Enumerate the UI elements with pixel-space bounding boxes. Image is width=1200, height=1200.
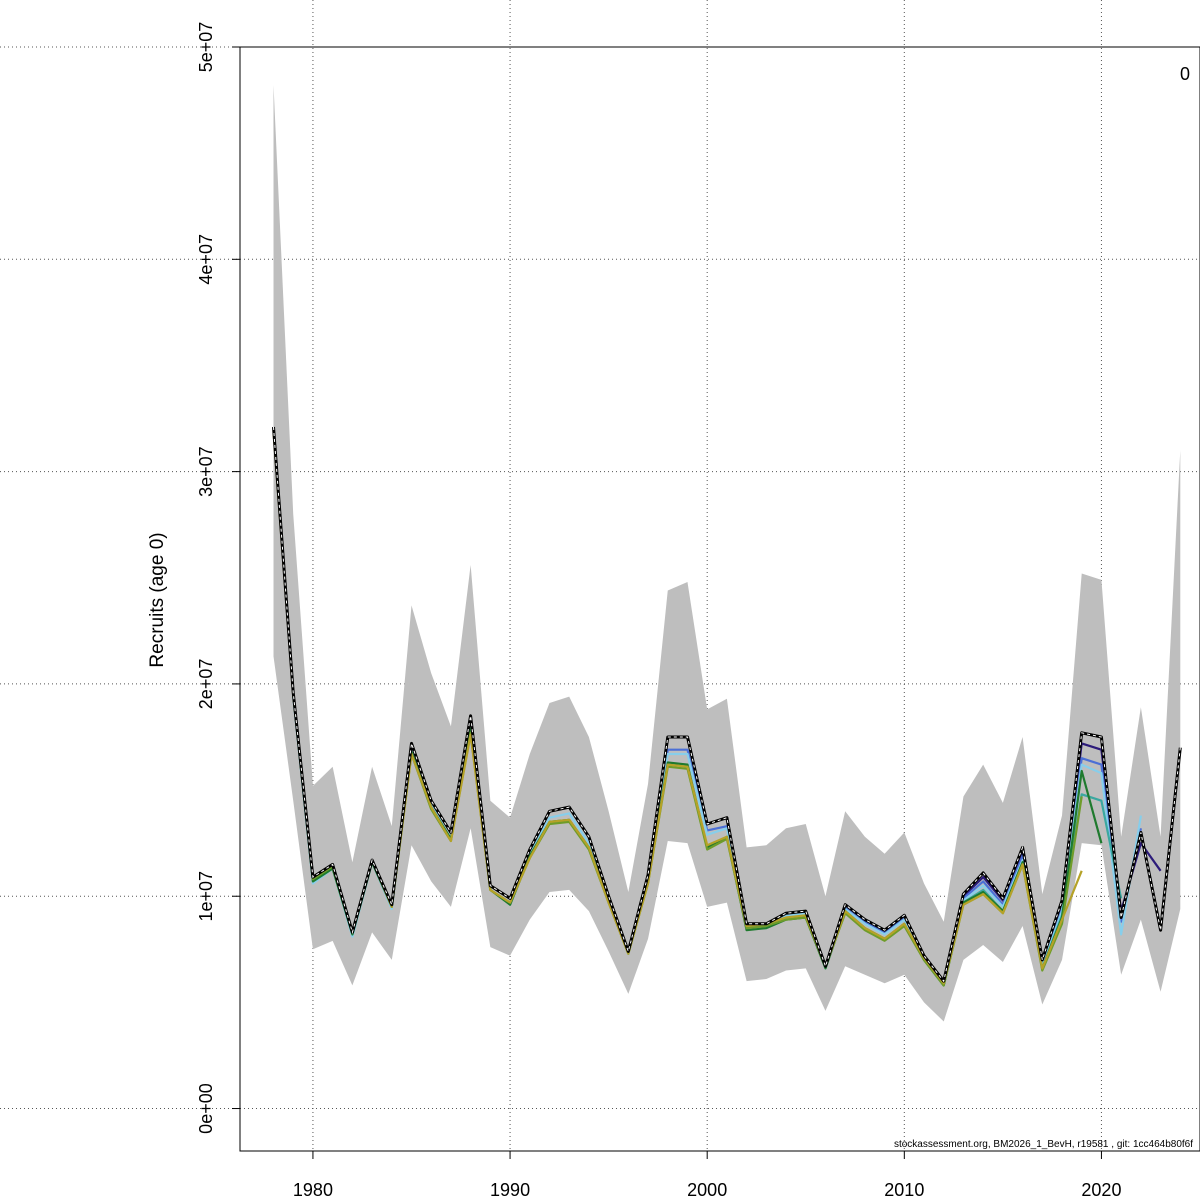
plot-frame xyxy=(239,46,1200,1152)
y-axis-title: Recruits (age 0) xyxy=(147,532,168,667)
series-line-main-dash xyxy=(273,426,1181,983)
y-tick-label: 0e+00 xyxy=(196,1083,216,1134)
y-tick-label: 3e+07 xyxy=(196,446,216,497)
x-tick-label: 2000 xyxy=(687,1180,727,1200)
y-tick-label: 4e+07 xyxy=(196,234,216,285)
x-tick-label: 1990 xyxy=(490,1180,530,1200)
series-layer xyxy=(272,426,1182,987)
x-tick-label: 2010 xyxy=(884,1180,924,1200)
y-axis: 0e+00 1e+07 2e+07 3e+07 4e+07 5e+07 xyxy=(196,22,240,1134)
footer-note: stockassessment.org, BM2026_1_BevH, r195… xyxy=(894,1139,1193,1150)
y-tick-label: 5e+07 xyxy=(196,22,216,73)
y-tick-label: 1e+07 xyxy=(196,871,216,922)
panel-corner-label: 0 xyxy=(1180,64,1190,84)
x-axis: 1980 1990 2000 2010 2020 xyxy=(293,1151,1121,1200)
x-tick-label: 2020 xyxy=(1081,1180,1121,1200)
x-tick-label: 1980 xyxy=(293,1180,333,1200)
confidence-band xyxy=(273,85,1181,1022)
confidence-band-layer xyxy=(273,85,1181,1022)
y-tick-label: 2e+07 xyxy=(196,659,216,710)
grid-lines xyxy=(0,0,1200,1151)
